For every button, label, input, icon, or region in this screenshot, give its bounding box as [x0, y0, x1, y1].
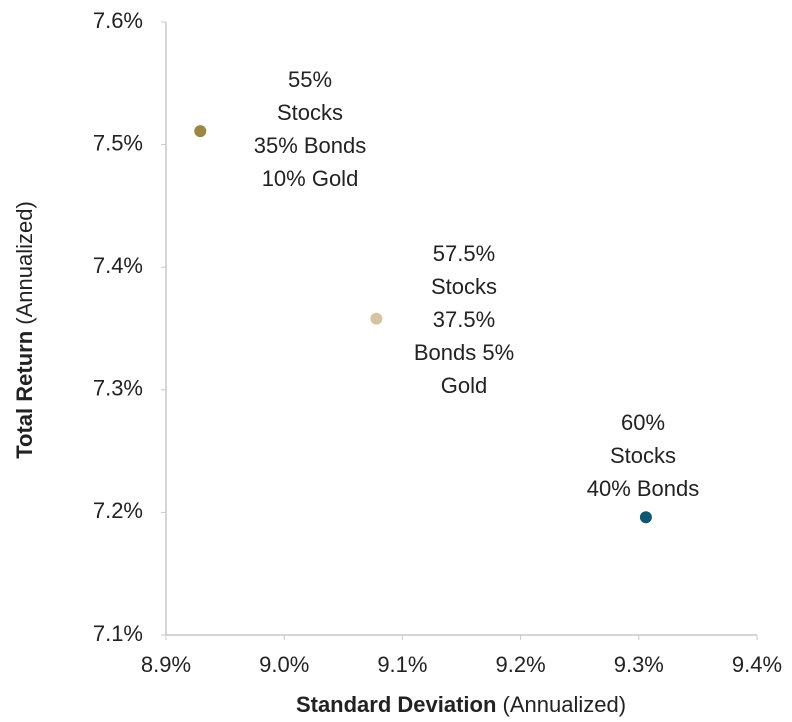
point-label: 35% Bonds	[254, 133, 367, 158]
y-tick-label: 7.5%	[93, 130, 143, 155]
x-tick-label: 8.9%	[141, 652, 191, 677]
point-label: Bonds 5%	[414, 340, 514, 365]
y-tick-label: 7.2%	[93, 498, 143, 523]
x-tick-label: 9.3%	[614, 652, 664, 677]
y-tick-label: 7.3%	[93, 376, 143, 401]
point-label: Stocks	[277, 100, 343, 125]
x-tick-label: 9.4%	[732, 652, 782, 677]
y-tick-label: 7.4%	[93, 253, 143, 278]
point-label: Stocks	[610, 443, 676, 468]
y-tick-label: 7.1%	[93, 621, 143, 646]
point-label: 57.5%	[433, 241, 495, 266]
point-label: 55%	[288, 67, 332, 92]
x-tick-label: 9.0%	[259, 652, 309, 677]
x-tick-label: 9.1%	[377, 652, 427, 677]
y-tick-label: 7.6%	[93, 8, 143, 33]
point-label: 37.5%	[433, 307, 495, 332]
point-label: 40% Bonds	[587, 476, 700, 501]
point-label: 10% Gold	[262, 166, 359, 191]
y-axis-title: Total Return (Annualized)	[12, 201, 37, 459]
x-tick-label: 9.2%	[496, 652, 546, 677]
point	[194, 125, 207, 138]
point	[370, 312, 383, 325]
point-label: Stocks	[431, 274, 497, 299]
point-label: 60%	[621, 410, 665, 435]
x-axis-title: Standard Deviation (Annualized)	[296, 692, 626, 717]
y-axis-title-main: Total Return	[12, 331, 37, 459]
point	[639, 511, 652, 524]
point-label: Gold	[441, 373, 487, 398]
x-axis-title-note: (Annualized)	[503, 692, 627, 717]
y-axis-title-note: (Annualized)	[12, 201, 37, 325]
x-axis-title-main: Standard Deviation	[296, 692, 496, 717]
